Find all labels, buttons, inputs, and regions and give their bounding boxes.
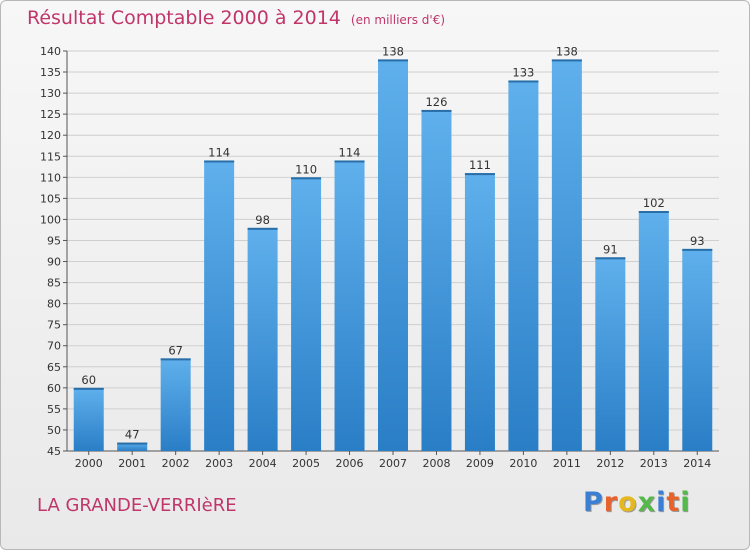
- x-tick-label: 2009: [466, 457, 494, 470]
- bar-value-label: 111: [469, 158, 491, 172]
- bar: [551, 59, 582, 451]
- y-tick-label: 130: [40, 87, 61, 100]
- bar-top-edge: [682, 248, 713, 251]
- bars: [73, 59, 713, 452]
- chart-title: Résultat Comptable 2000 à 2014 (en millie…: [27, 7, 445, 29]
- x-tick-label: 2014: [683, 457, 711, 470]
- bar-value-label: 98: [255, 213, 270, 227]
- bar-top-edge: [247, 227, 278, 230]
- bar-value-label: 67: [168, 343, 183, 357]
- logo-letter: r: [603, 487, 619, 518]
- logo-letter: i: [656, 487, 667, 518]
- bar: [117, 442, 148, 451]
- x-tick-label: 2000: [75, 457, 103, 470]
- bar: [378, 59, 408, 451]
- x-tick-label: 2001: [118, 457, 146, 470]
- x-tick-label: 2002: [162, 457, 190, 470]
- y-tick-label: 110: [40, 171, 61, 184]
- bar-top-edge: [160, 358, 191, 361]
- bar-top-edge: [291, 177, 322, 180]
- x-tick-label: 2004: [249, 457, 277, 470]
- y-tick-label: 50: [47, 424, 61, 437]
- bar: [204, 160, 235, 451]
- x-tick-label: 2010: [509, 457, 537, 470]
- x-tick-label: 2005: [292, 457, 320, 470]
- x-tick-label: 2012: [596, 457, 624, 470]
- value-labels: 60 47 67 114 98 110 114 138 126 111 133 138 91 102 93: [81, 44, 704, 441]
- bar-top-edge: [421, 109, 452, 112]
- y-tick-label: 70: [47, 340, 61, 353]
- y-tick-label: 105: [40, 192, 61, 205]
- bar: [682, 248, 713, 451]
- bar-top-edge: [595, 257, 626, 260]
- bar-value-label: 93: [690, 234, 705, 248]
- bar-value-label: 138: [556, 44, 578, 58]
- bar-top-edge: [117, 442, 148, 445]
- logo-letter: P: [583, 487, 604, 518]
- bar: [421, 109, 452, 452]
- bar-top-edge: [73, 387, 104, 390]
- x-tick-label: 2013: [640, 457, 668, 470]
- bar-value-label: 126: [425, 95, 447, 109]
- bar-top-edge: [464, 173, 495, 176]
- x-tick-label: 2006: [336, 457, 364, 470]
- y-tick-label: 125: [40, 108, 61, 121]
- y-tick-label: 60: [47, 382, 61, 395]
- x-tick-label: 2011: [553, 457, 581, 470]
- bar: [160, 358, 191, 451]
- y-tick-label: 75: [47, 319, 61, 332]
- bar-value-label: 60: [81, 373, 96, 387]
- bar-top-edge: [508, 80, 539, 83]
- bar-value-label: 114: [208, 145, 230, 159]
- y-tick-label: 90: [47, 256, 61, 269]
- bar: [291, 177, 322, 451]
- x-tick-label: 2003: [205, 457, 233, 470]
- y-tick-label: 85: [47, 277, 61, 290]
- y-tick-label: 80: [47, 298, 61, 311]
- bar-value-label: 91: [603, 242, 618, 256]
- bar-value-label: 133: [512, 65, 534, 79]
- axes: 45 50 55 60 65 70 75 80 85 90 95 100 105 110 115 120 125…: [40, 45, 719, 470]
- bar: [638, 211, 669, 451]
- y-tick-label: 55: [47, 403, 61, 416]
- y-tick-label: 120: [40, 129, 61, 142]
- y-tick-label: 115: [40, 150, 61, 163]
- commune-name: LA GRANDE-VERRIèRE: [37, 495, 237, 516]
- logo-letter: i: [680, 487, 691, 518]
- x-tick-label: 2008: [422, 457, 450, 470]
- chart-title-text: Résultat Comptable 2000 à 2014: [27, 7, 341, 29]
- bar: [247, 227, 278, 451]
- bar: [334, 160, 365, 451]
- y-tick-label: 140: [40, 45, 61, 58]
- bar: [73, 387, 104, 451]
- bar-top-edge: [204, 160, 235, 163]
- bar: [464, 173, 495, 451]
- chart-subtitle: (en milliers d'€): [350, 13, 446, 27]
- x-tick-label: 2007: [379, 457, 407, 470]
- bar-value-label: 102: [643, 196, 665, 210]
- bar: [595, 257, 626, 451]
- bar-top-edge: [551, 59, 582, 62]
- bar-value-label: 110: [295, 162, 317, 176]
- bar-value-label: 47: [125, 428, 140, 442]
- bar-top-edge: [378, 59, 408, 62]
- bar-value-label: 114: [339, 145, 361, 159]
- proxiti-logo[interactable]: Proxiti: [583, 487, 691, 518]
- bar: [508, 80, 539, 451]
- logo-letter: x: [637, 487, 657, 518]
- y-tick-label: 45: [47, 445, 61, 458]
- logo-letter: t: [666, 487, 681, 518]
- bar-value-label: 138: [382, 44, 404, 58]
- logo-letter: o: [618, 487, 638, 518]
- bar-top-edge: [638, 211, 669, 213]
- bar-top-edge: [334, 160, 365, 163]
- y-tick-label: 95: [47, 234, 61, 247]
- y-tick-label: 135: [40, 66, 61, 79]
- y-tick-label: 100: [40, 213, 61, 226]
- y-tick-label: 65: [47, 361, 61, 374]
